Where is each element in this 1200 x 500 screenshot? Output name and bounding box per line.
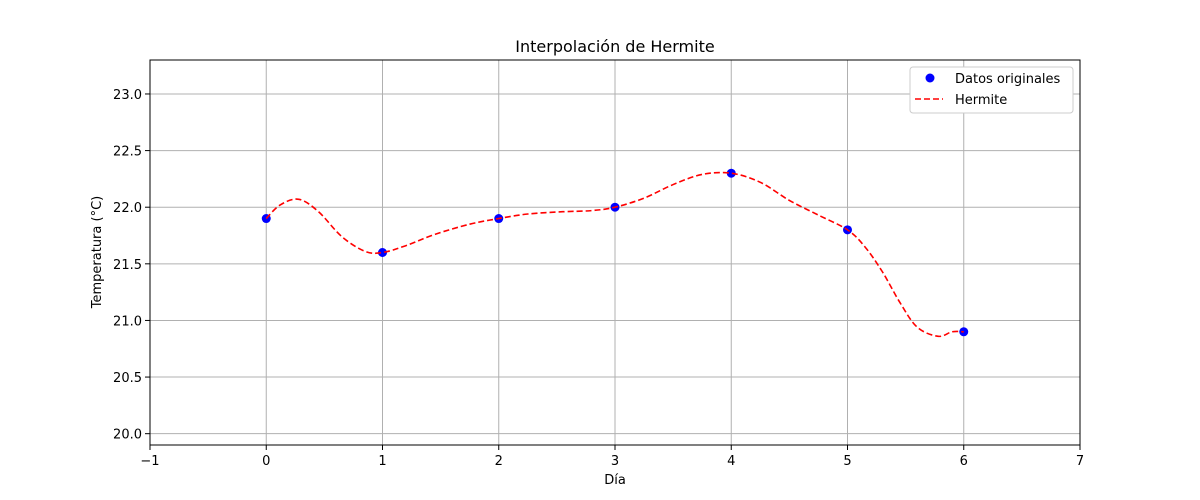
y-tick-label: 22.5 <box>113 145 142 160</box>
legend-label-datos-originales: Datos originales <box>955 72 1061 87</box>
legend: Datos originales Hermite <box>909 66 1074 114</box>
x-tick-label: 2 <box>495 454 503 469</box>
chart-title: Interpolación de Hermite <box>515 37 714 56</box>
x-axis-title: Día <box>604 473 626 488</box>
data-point <box>378 248 387 257</box>
x-tick-label: 6 <box>960 454 968 469</box>
hermite-curve <box>265 171 964 338</box>
axes-ticks: −1 0 1 2 3 4 5 6 7 20.0 20.5 21.0 21.5 22.0 22.5 23.0 <box>113 88 1084 469</box>
data-point <box>726 168 736 178</box>
y-axis-title: Temperatura (°C) <box>90 196 105 309</box>
legend-box <box>909 66 1074 114</box>
y-tick-label: 20.5 <box>113 371 142 386</box>
x-tick-label: 4 <box>727 454 735 469</box>
legend-marker-datos-originales <box>925 73 935 83</box>
x-tick-label: 7 <box>1076 454 1084 469</box>
y-tick-label: 20.0 <box>113 428 142 443</box>
x-tick-label: −1 <box>140 454 159 469</box>
y-tick-label: 21.0 <box>113 314 142 329</box>
y-tick-label: 23.0 <box>113 88 142 103</box>
grid <box>149 60 1081 445</box>
x-tick-label: 1 <box>378 454 386 469</box>
x-tick-label: 0 <box>262 454 270 469</box>
y-tick-label: 22.0 <box>113 201 142 216</box>
x-tick-label: 5 <box>843 454 851 469</box>
plot-area <box>261 168 969 338</box>
x-tick-label: 3 <box>611 454 619 469</box>
y-tick-label: 21.5 <box>113 258 142 273</box>
legend-label-hermite: Hermite <box>955 93 1007 108</box>
